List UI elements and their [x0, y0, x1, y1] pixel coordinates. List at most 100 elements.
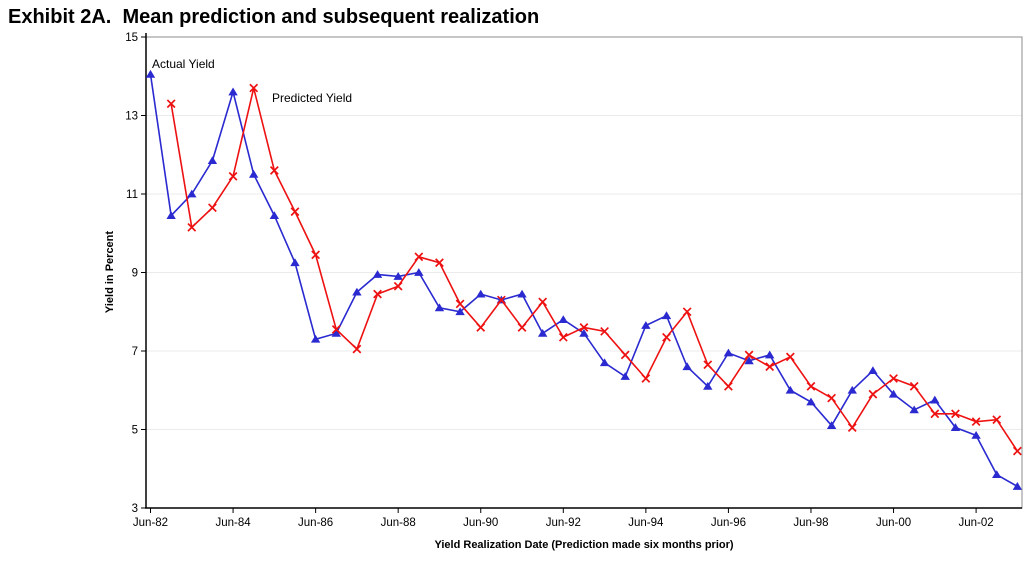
data-point-actual-yield: [826, 421, 837, 429]
data-point-actual-yield: [992, 470, 1002, 479]
data-point-actual-yield: [290, 258, 300, 267]
data-point-actual-yield: [434, 303, 445, 312]
data-point-predicted-yield: [228, 171, 238, 181]
data-point-predicted-yield: [579, 323, 589, 332]
data-point-predicted-yield: [827, 393, 837, 403]
data-point-actual-yield: [331, 328, 341, 337]
data-point-predicted-yield: [930, 409, 940, 419]
x-tick-label: Jun-88: [381, 517, 416, 529]
data-point-predicted-yield: [951, 409, 960, 419]
data-point-predicted-yield: [166, 99, 176, 109]
data-point-predicted-yield: [435, 258, 444, 268]
data-point-predicted-yield: [703, 360, 713, 370]
gridlines: [146, 36, 1022, 509]
data-point-actual-yield: [641, 321, 651, 329]
data-point-predicted-yield: [373, 289, 382, 299]
data-point-predicted-yield: [600, 326, 609, 336]
data-point-predicted-yield: [414, 252, 424, 262]
data-point-actual-yield: [476, 289, 486, 298]
data-point-predicted-yield: [765, 362, 775, 372]
y-tick-label: 11: [126, 189, 138, 201]
data-point-predicted-yield: [806, 381, 816, 391]
data-point-actual-yield: [269, 211, 280, 219]
data-point-predicted-yield: [331, 325, 341, 334]
data-point-predicted-yield: [909, 381, 919, 391]
data-point-actual-yield: [765, 350, 775, 359]
x-tick-label: Jun-02: [959, 517, 994, 529]
x-tick-label: Jun-96: [711, 517, 746, 529]
x-tick-label: Jun-00: [876, 517, 911, 529]
data-point-actual-yield: [455, 307, 465, 316]
data-point-predicted-yield: [889, 374, 898, 383]
data-point-predicted-yield: [682, 307, 692, 317]
data-point-actual-yield: [888, 389, 899, 398]
data-point-predicted-yield: [724, 381, 733, 391]
data-point-actual-yield: [744, 356, 754, 365]
data-point-actual-yield: [930, 395, 940, 404]
legend-predicted-yield-label: Predicted Yield: [272, 91, 352, 105]
data-point-actual-yield: [207, 156, 218, 165]
data-point-actual-yield: [703, 381, 713, 390]
data-point-actual-yield: [1012, 482, 1023, 490]
data-point-actual-yield: [806, 397, 816, 406]
data-point-predicted-yield: [517, 323, 527, 332]
data-point-actual-yield: [249, 169, 259, 178]
data-point-actual-yield: [310, 334, 321, 343]
data-point-predicted-yield: [868, 389, 878, 399]
x-tick-label: Jun-82: [133, 517, 168, 529]
data-point-predicted-yield: [455, 299, 465, 309]
data-point-predicted-yield: [393, 281, 403, 291]
data-point-predicted-yield: [744, 350, 754, 360]
data-point-actual-yield: [723, 348, 734, 357]
series-line-actual-yield: [149, 74, 1018, 488]
data-point-predicted-yield: [249, 83, 259, 93]
data-point-actual-yield: [166, 211, 176, 219]
data-point-predicted-yield: [620, 350, 630, 360]
data-point-actual-yield: [352, 287, 362, 296]
y-tick-label: 3: [132, 503, 138, 515]
data-point-predicted-yield: [538, 297, 548, 307]
data-point-actual-yield: [682, 362, 692, 371]
data-point-actual-yield: [620, 372, 630, 380]
x-tick-label: Jun-86: [298, 517, 333, 529]
data-point-actual-yield: [971, 430, 981, 439]
x-tick-label: Jun-84: [215, 517, 251, 529]
data-point-actual-yield: [558, 315, 568, 323]
axis-ticks: 15 13 11 9 7 5 3 Jun-82 Jun-84 Jun-86 Jun-88 Jun-90…: [125, 32, 993, 529]
data-point-actual-yield: [847, 385, 857, 394]
data-point-predicted-yield: [641, 374, 651, 383]
x-tick-label: Jun-90: [463, 517, 498, 529]
data-point-predicted-yield: [496, 295, 506, 305]
data-point-actual-yield: [868, 366, 878, 375]
x-tick-label: Jun-94: [628, 517, 664, 529]
data-point-predicted-yield: [476, 323, 486, 332]
data-point-actual-yield: [599, 358, 610, 367]
data-point-actual-yield: [785, 385, 796, 394]
y-tick-label: 5: [132, 425, 138, 437]
data-point-actual-yield: [537, 328, 548, 337]
x-tick-label: Jun-98: [793, 517, 828, 529]
data-point-predicted-yield: [558, 332, 568, 342]
data-point-predicted-yield: [290, 207, 300, 217]
data-point-predicted-yield: [1012, 446, 1022, 456]
data-point-actual-yield: [187, 189, 197, 198]
y-tick-label: 7: [132, 346, 138, 358]
data-point-actual-yield: [950, 423, 961, 431]
data-point-predicted-yield: [311, 250, 321, 260]
data-point-predicted-yield: [992, 415, 1002, 425]
page-title: Exhibit 2A. Mean prediction and subseque…: [8, 6, 540, 28]
data-series: [145, 69, 1023, 490]
data-point-predicted-yield: [269, 166, 279, 175]
data-point-predicted-yield: [352, 344, 362, 354]
data-point-actual-yield: [145, 69, 156, 78]
data-point-predicted-yield: [847, 423, 857, 432]
data-point-predicted-yield: [785, 352, 795, 362]
data-point-predicted-yield: [187, 222, 197, 232]
data-point-actual-yield: [372, 270, 383, 278]
data-point-actual-yield: [228, 87, 238, 96]
y-axis-title: Yield in Percent: [104, 231, 116, 313]
data-point-actual-yield: [414, 268, 424, 276]
y-tick-label: 15: [125, 32, 138, 44]
